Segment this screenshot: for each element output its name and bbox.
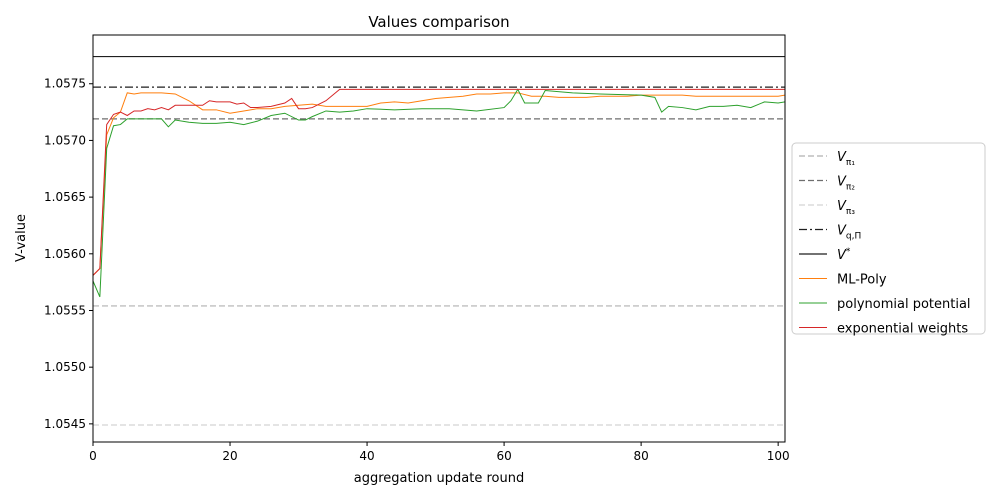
x-axis-label: aggregation update round [354, 471, 524, 486]
x-tick-label: 100 [767, 449, 790, 463]
x-tick-label: 60 [496, 449, 511, 463]
legend-label: polynomial potential [837, 297, 971, 312]
chart-title: Values comparison [368, 13, 509, 31]
legend-label: Vπ₃ [837, 199, 855, 217]
x-tick-label: 80 [633, 449, 648, 463]
series-line-ml-poly [93, 92, 785, 276]
x-tick-label: 40 [359, 449, 374, 463]
legend-label: ML-Poly [837, 273, 887, 288]
plot-frame [92, 34, 786, 443]
legend-label: Vπ₁ [837, 150, 855, 168]
y-tick-label: 1.0545 [44, 417, 86, 431]
y-tick-label: 1.0550 [44, 360, 86, 374]
series-line-exponential-weights [93, 88, 785, 276]
y-tick-label: 1.0565 [44, 190, 86, 204]
legend-label: Vq,Π [837, 224, 861, 242]
series-line-polynomial-potential [93, 88, 785, 298]
y-tick-label: 1.0560 [44, 247, 86, 261]
y-tick-label: 1.0575 [44, 77, 86, 91]
x-tick-label: 20 [222, 449, 237, 463]
legend: Vπ₁ Vπ₂ Vπ₃ Vq,Π V* ML-Poly polynomial potenti… [791, 142, 986, 337]
y-axis-ticks: 1.0545 1.0550 1.0555 1.0560 1.0565 1.0570 1.05… [44, 77, 93, 431]
x-tick-label: 0 [89, 449, 97, 463]
y-tick-label: 1.0570 [44, 133, 86, 147]
x-axis-ticks: 0 20 40 60 80 100 [89, 442, 790, 463]
y-tick-label: 1.0555 [44, 303, 86, 317]
plot-lines [93, 55, 785, 426]
legend-label: V* [837, 247, 851, 263]
y-axis-label: V-value [14, 214, 29, 262]
legend-label: exponential weights [837, 322, 968, 337]
legend-box [791, 142, 986, 335]
legend-label: Vπ₂ [837, 175, 855, 193]
